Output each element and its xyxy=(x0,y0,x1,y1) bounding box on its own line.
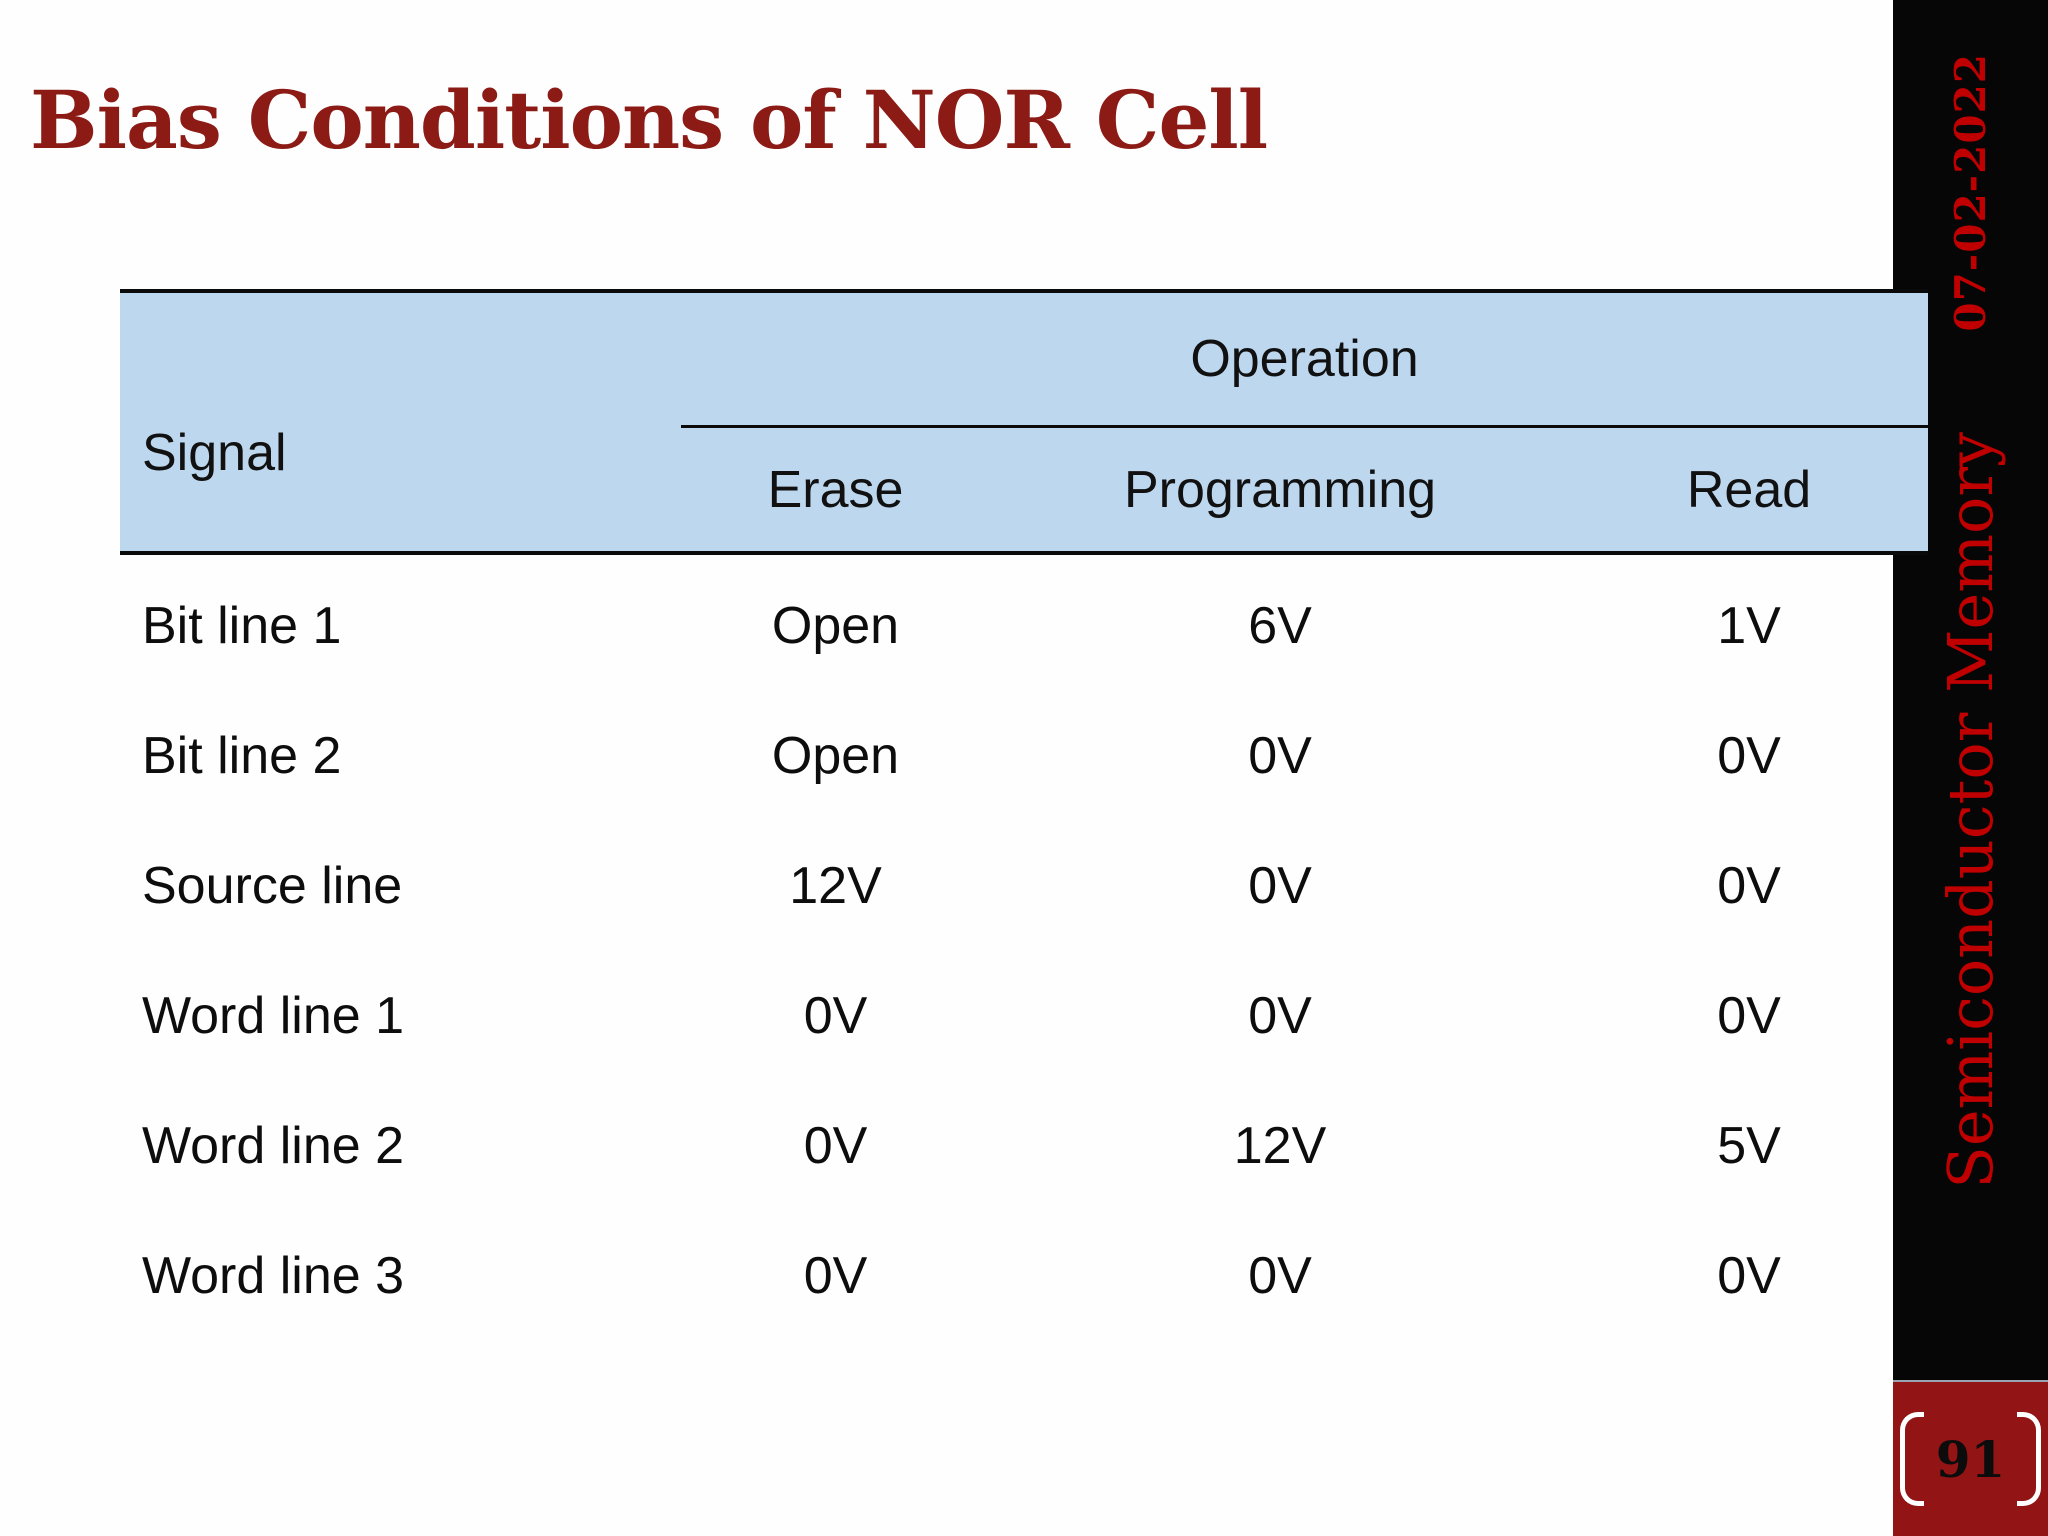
programming-cell: 6V xyxy=(1248,597,1312,655)
programming-cell: 12V xyxy=(1233,1117,1327,1175)
slide-date: 07-02-2022 xyxy=(1946,52,1995,332)
erase-cell: Open xyxy=(771,727,900,785)
programming-cell: 0V xyxy=(1248,987,1312,1045)
read-cell: 0V xyxy=(1717,1247,1781,1305)
column-header-signal: Signal xyxy=(142,424,287,482)
signal-cell: Word line 2 xyxy=(142,1117,405,1175)
read-cell: 5V xyxy=(1717,1117,1781,1175)
read-cell: 0V xyxy=(1717,987,1781,1045)
programming-cell: 0V xyxy=(1248,727,1312,785)
table-row: Word line 3 0V 0V 0V xyxy=(120,1211,1928,1341)
signal-cell: Bit line 2 xyxy=(142,727,342,785)
erase-cell: 12V xyxy=(789,857,882,915)
table-row: Word line 2 0V 12V 5V xyxy=(120,1081,1928,1211)
left-bracket-icon xyxy=(1899,1412,1924,1506)
erase-cell: 0V xyxy=(803,1247,868,1305)
column-header-read: Read xyxy=(1686,460,1812,519)
signal-cell: Word line 3 xyxy=(142,1247,405,1305)
page-title: Bias Conditions of NOR Cell xyxy=(30,73,1268,167)
column-group-header-operation: Operation xyxy=(681,293,1928,428)
signal-cell: Source line xyxy=(142,857,403,915)
table-row: Bit line 1 Open 6V 1V xyxy=(120,561,1928,691)
bias-table-header: Signal Operation Erase Programming Read xyxy=(120,289,1928,555)
erase-cell: 0V xyxy=(803,987,868,1045)
erase-cell: 0V xyxy=(803,1117,868,1175)
programming-cell: 0V xyxy=(1248,1247,1312,1305)
page-number-box: 91 xyxy=(1893,1380,2048,1536)
table-row: Word line 1 0V 0V 0V xyxy=(120,951,1928,1081)
read-cell: 1V xyxy=(1717,597,1781,655)
signal-cell: Bit line 1 xyxy=(142,597,342,655)
course-title: Semiconductor Memory xyxy=(1934,431,2007,1189)
right-bracket-icon xyxy=(2017,1412,2042,1506)
column-header-programming: Programming xyxy=(1123,460,1437,519)
table-row: Source line 12V 0V 0V xyxy=(120,821,1928,951)
erase-cell: Open xyxy=(771,597,900,655)
date-container: 07-02-2022 xyxy=(1893,53,2048,332)
page-number: 91 xyxy=(1935,1429,2006,1489)
bias-table-body: Bit line 1 Open 6V 1V Bit line 2 Open 0V… xyxy=(120,558,1928,1341)
programming-cell: 0V xyxy=(1248,857,1312,915)
sidebar: 07-02-2022 Semiconductor Memory 91 xyxy=(1893,0,2048,1536)
signal-cell: Word line 1 xyxy=(142,987,405,1045)
table-row: Bit line 2 Open 0V 0V xyxy=(120,691,1928,821)
read-cell: 0V xyxy=(1717,857,1781,915)
column-header-erase: Erase xyxy=(767,460,904,519)
read-cell: 0V xyxy=(1717,727,1781,785)
